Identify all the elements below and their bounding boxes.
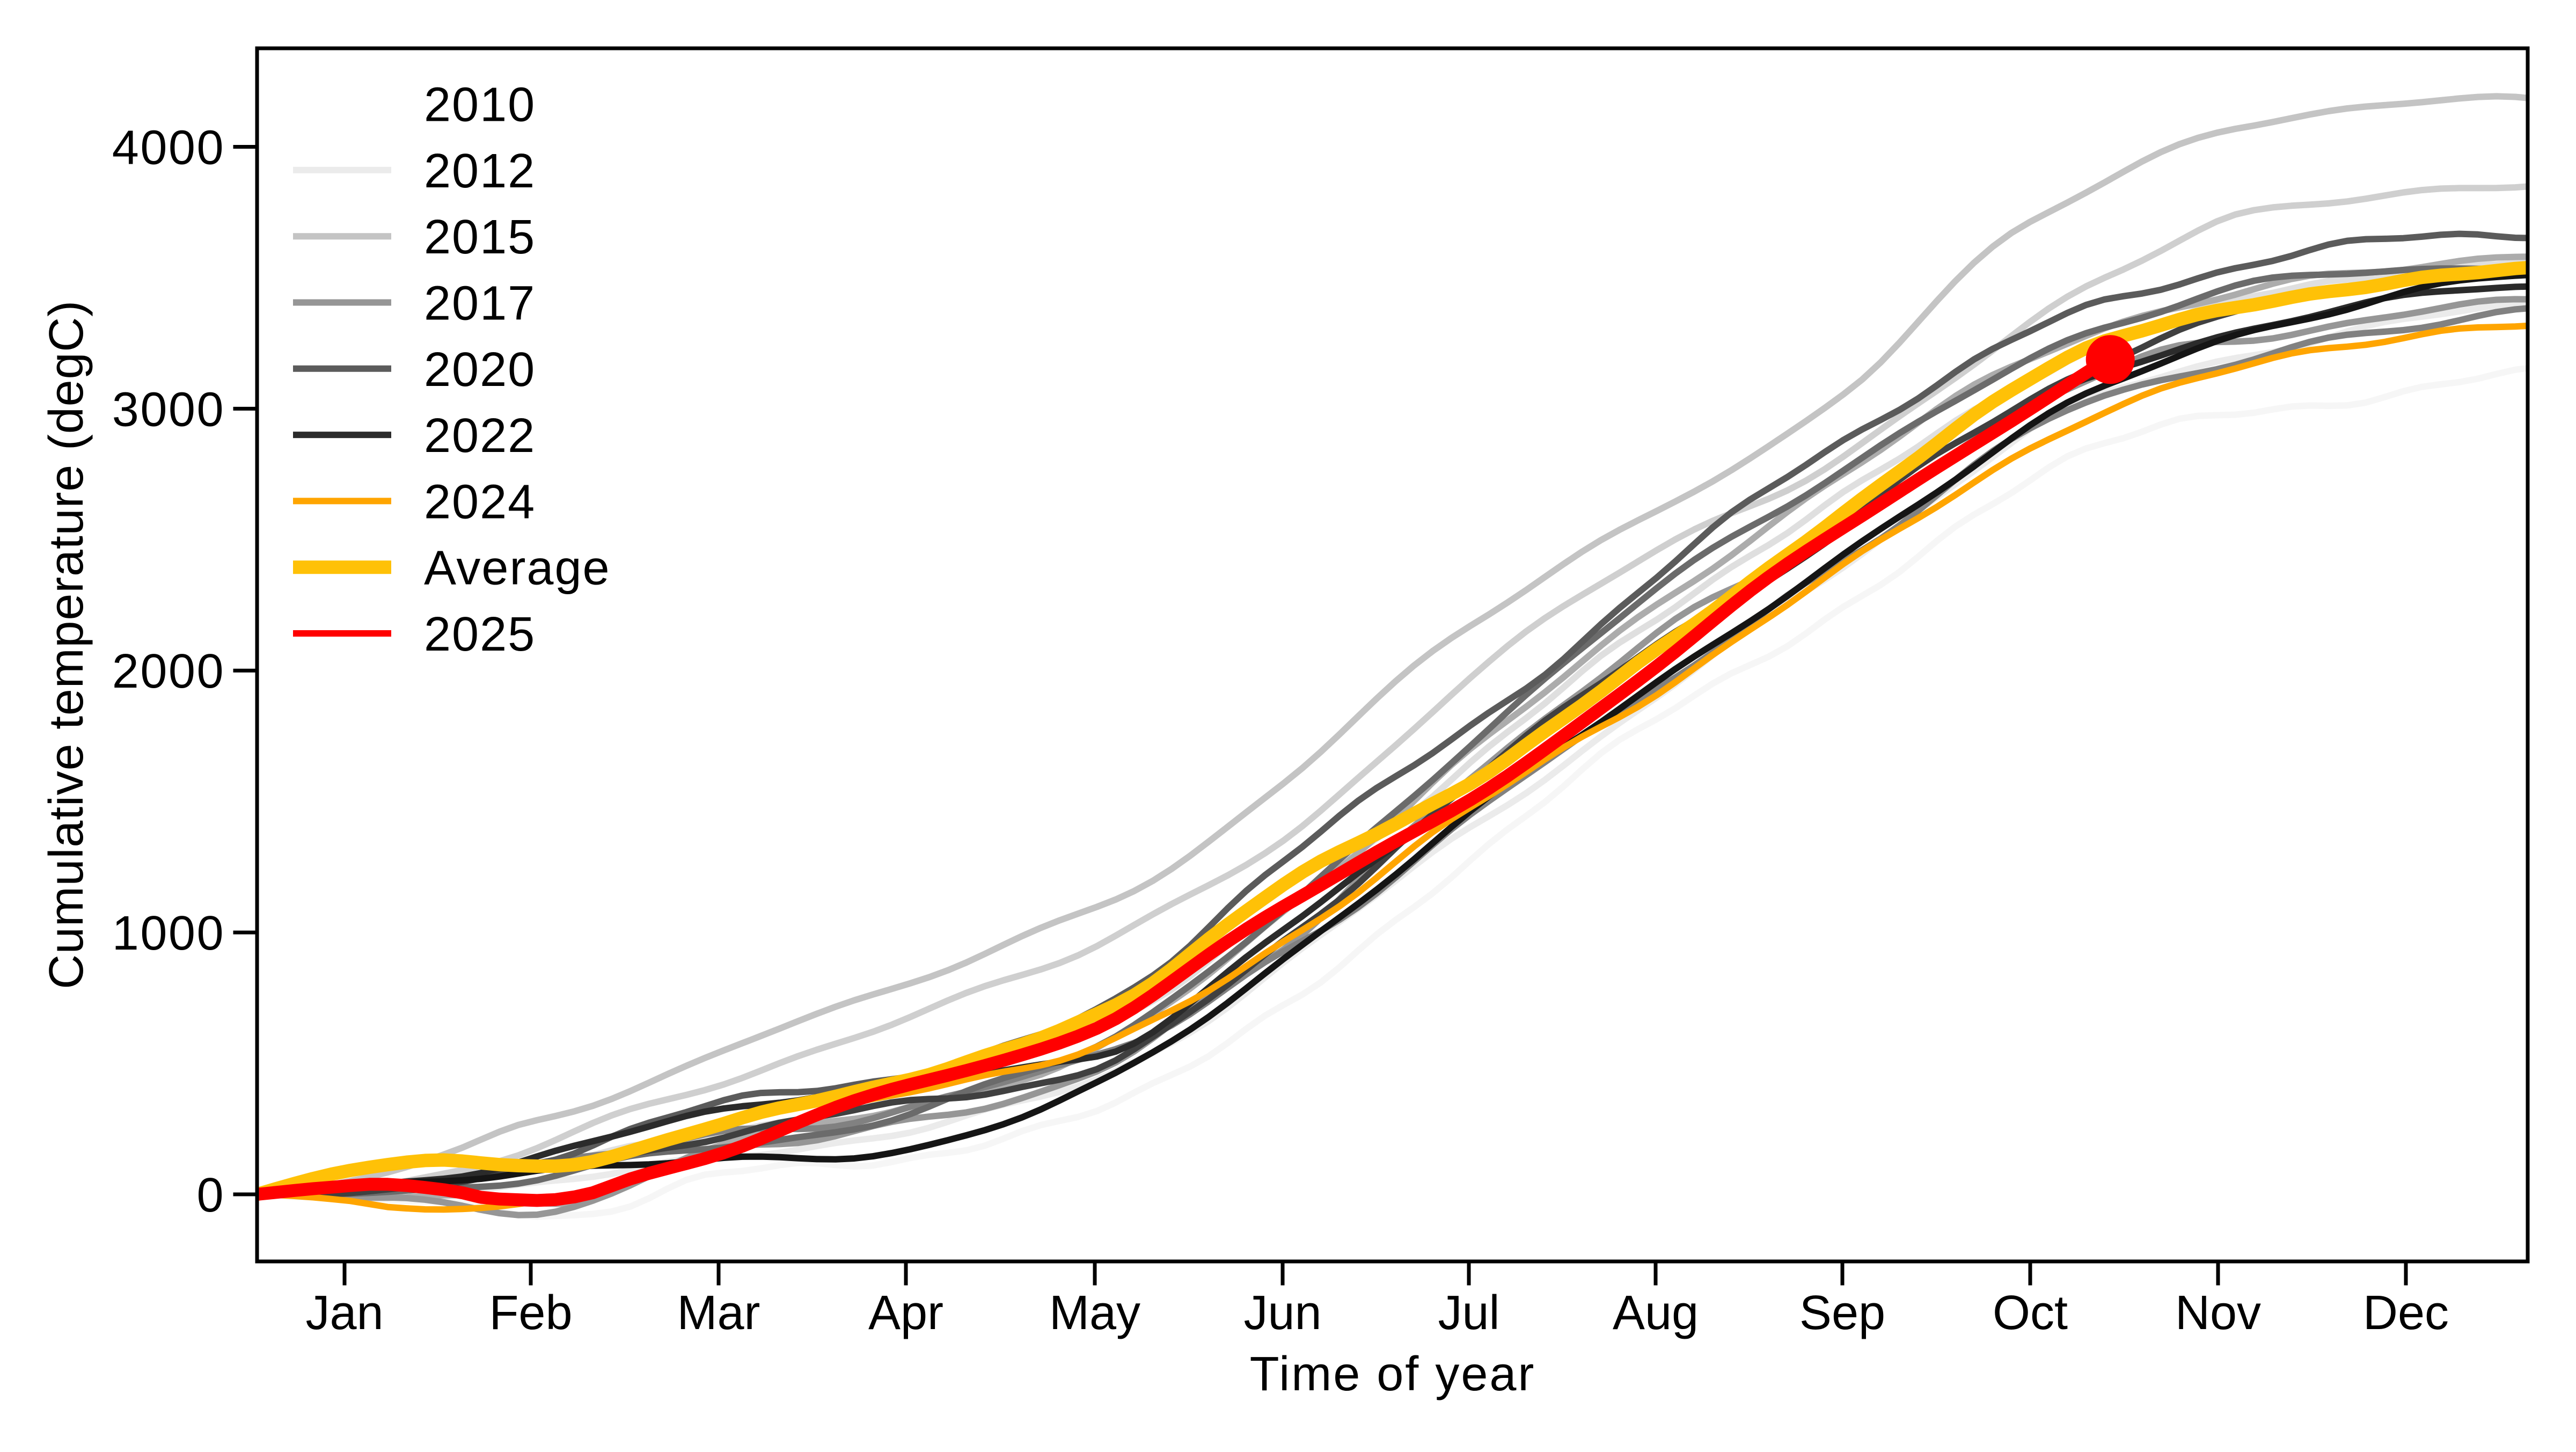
svg-text:2010: 2010 [424,78,536,132]
svg-text:Apr: Apr [868,1286,943,1340]
svg-text:Jul: Jul [1438,1286,1499,1340]
svg-text:Nov: Nov [2175,1286,2261,1340]
svg-text:2012: 2012 [424,144,536,198]
svg-text:2015: 2015 [424,210,536,264]
svg-text:2000: 2000 [112,645,225,698]
svg-text:2025: 2025 [424,608,536,661]
svg-text:3000: 3000 [112,383,225,436]
svg-text:2022: 2022 [424,409,536,463]
svg-text:4000: 4000 [112,121,225,175]
svg-text:Feb: Feb [489,1286,572,1340]
svg-text:Mar: Mar [677,1286,760,1340]
svg-text:Dec: Dec [2363,1286,2449,1340]
svg-text:2017: 2017 [424,277,536,331]
svg-text:1000: 1000 [112,907,225,960]
svg-text:Jan: Jan [305,1286,383,1340]
svg-text:Time of year: Time of year [1250,1347,1536,1401]
svg-text:Oct: Oct [1993,1286,2068,1340]
svg-text:Average: Average [424,542,611,595]
svg-text:Cumulative temperature (degC): Cumulative temperature (degC) [40,300,93,989]
svg-text:Sep: Sep [1799,1286,1885,1340]
svg-text:Jun: Jun [1243,1286,1321,1340]
svg-text:0: 0 [196,1169,225,1222]
svg-text:Aug: Aug [1613,1286,1699,1340]
svg-text:2024: 2024 [424,475,536,529]
svg-text:May: May [1049,1286,1140,1340]
svg-text:2020: 2020 [424,343,536,397]
